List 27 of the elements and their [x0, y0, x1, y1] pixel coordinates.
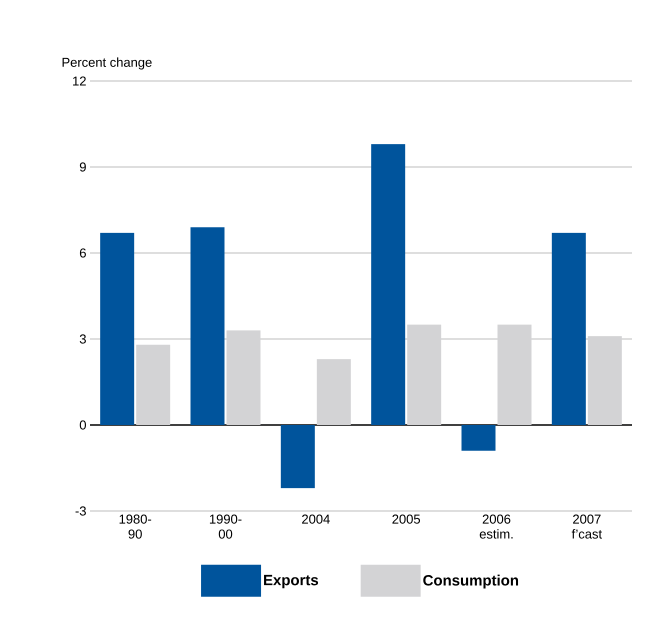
bar [552, 232, 586, 425]
y-tick-label: 0 [80, 420, 86, 430]
x-tick-label: 2007 f’cast [572, 514, 602, 539]
x-tick-label: 1980-90 [120, 514, 152, 539]
y-axis-title: Percent change [62, 57, 152, 70]
bar [280, 425, 315, 488]
x-tick-label: 2004 [302, 514, 330, 524]
legend-label: Exports [264, 574, 318, 588]
x-tick-label: 2006 estim. [480, 514, 513, 539]
bar [407, 324, 442, 425]
y-tick-label: 9 [80, 162, 86, 172]
bar [136, 344, 170, 425]
y-tick-label: 12 [73, 76, 86, 86]
y-tick-label: 3 [80, 334, 86, 344]
bar [588, 336, 622, 425]
bar [226, 330, 260, 425]
y-tick-label: 6 [80, 248, 86, 258]
bar [462, 425, 496, 451]
bar [371, 144, 406, 425]
bar [498, 324, 532, 425]
bar [100, 232, 134, 425]
x-tick-label: 1990-00 [210, 514, 242, 539]
x-tick-label: 2005 [392, 514, 420, 524]
legend-label: Consumption [423, 574, 518, 589]
bar [316, 359, 351, 425]
y-tick-label: -3 [76, 506, 86, 516]
bar [190, 227, 224, 425]
